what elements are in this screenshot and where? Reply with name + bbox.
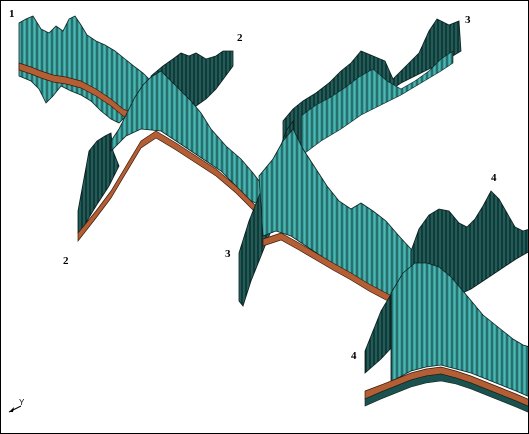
- fence-panel-light: [300, 50, 454, 157]
- fence-panel-light: [18, 15, 152, 124]
- fence-panel-light: [390, 262, 528, 397]
- fence-section-1-2: [18, 15, 234, 124]
- fence-panel-dark: [364, 373, 528, 413]
- endpoint-label: 1: [9, 8, 15, 20]
- endpoint-label: 4: [351, 350, 357, 362]
- fence-section-3-4: [238, 119, 422, 315]
- axis-label: Y: [19, 398, 25, 407]
- fence-panel-light: [258, 128, 422, 307]
- endpoint-label: 4: [491, 172, 497, 184]
- axis-arrow-icon: [9, 407, 14, 412]
- fence-panel-light: [110, 70, 264, 207]
- axis-indicator: Y: [8, 398, 25, 413]
- endpoint-label: 2: [63, 255, 69, 267]
- endpoint-label: 2: [237, 32, 243, 44]
- endpoint-label: 3: [465, 14, 471, 26]
- endpoint-label: 3: [225, 248, 231, 260]
- fence-section-4-4: [364, 190, 528, 413]
- fence-section-2-3: [77, 18, 462, 243]
